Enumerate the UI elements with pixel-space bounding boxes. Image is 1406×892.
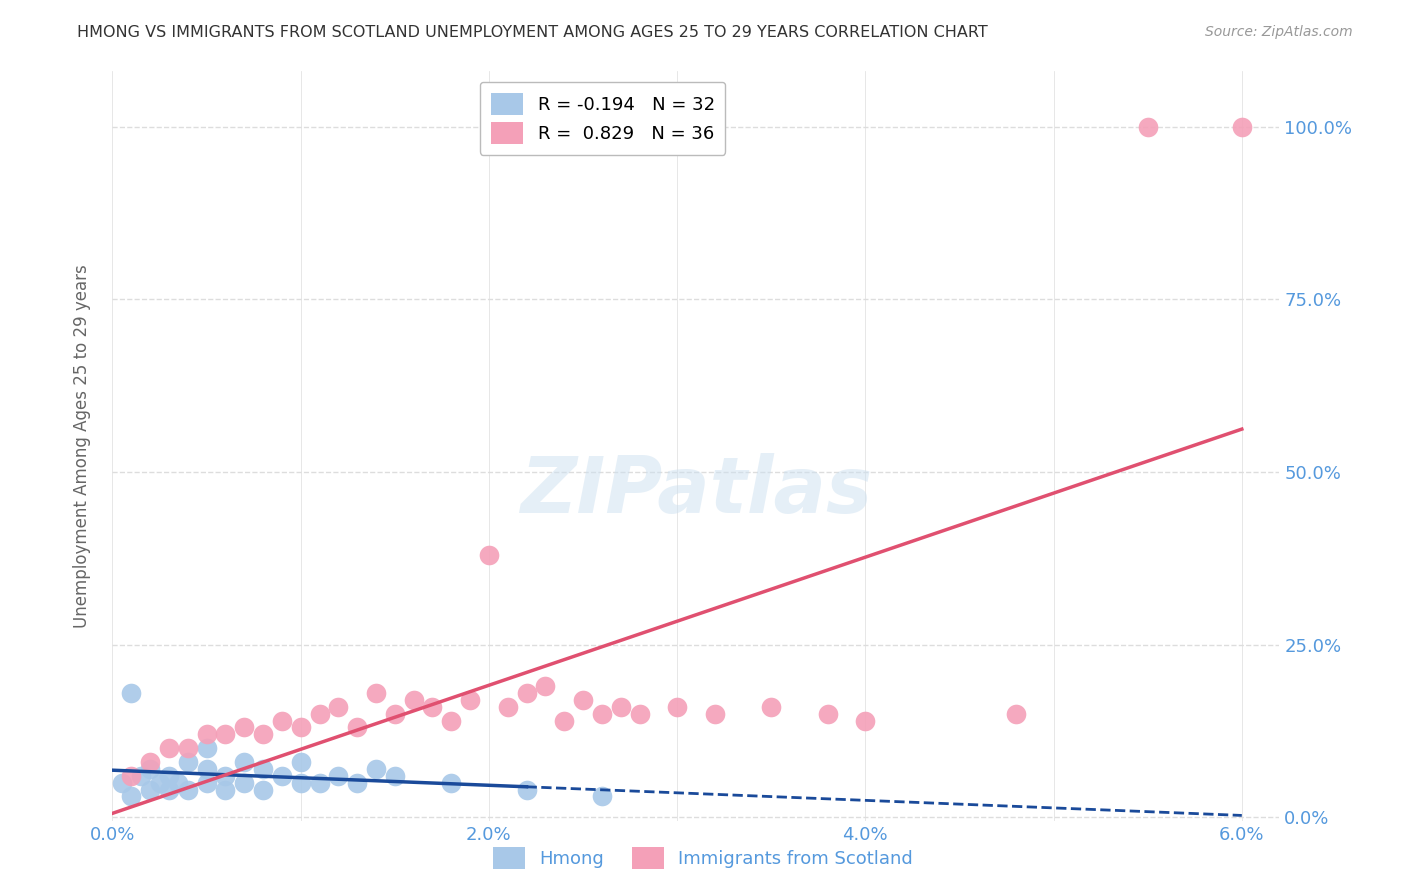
Point (478, 548, 501, 562)
Point (308, 775, 330, 789)
Point (1005, 706, 1028, 721)
Point (290, 755, 312, 769)
Point (167, 775, 190, 789)
Point (233, 720, 256, 734)
Point (458, 693, 481, 707)
Text: Source: ZipAtlas.com: Source: ZipAtlas.com (1205, 25, 1353, 39)
Point (111, 775, 134, 789)
Point (384, 769, 406, 783)
Point (591, 706, 613, 721)
Legend: R = -0.194   N = 32, R =  0.829   N = 36: R = -0.194 N = 32, R = 0.829 N = 36 (479, 82, 725, 155)
Point (761, 699, 783, 714)
Y-axis label: Unemployment Among Ages 25 to 29 years: Unemployment Among Ages 25 to 29 years (73, 264, 91, 628)
Point (591, 789, 613, 804)
Point (328, 769, 350, 783)
Point (148, 775, 170, 789)
Point (496, 699, 519, 714)
Point (364, 686, 387, 700)
Point (534, 679, 557, 693)
Point (402, 693, 425, 707)
Point (290, 775, 312, 789)
Point (233, 775, 256, 789)
Point (346, 720, 368, 734)
Point (195, 775, 218, 789)
Point (214, 727, 236, 741)
Point (516, 686, 538, 700)
Point (177, 782, 200, 797)
Point (440, 775, 463, 789)
Point (139, 762, 162, 776)
Point (252, 762, 274, 776)
Point (328, 699, 350, 714)
Point (516, 782, 538, 797)
Point (364, 762, 387, 776)
Point (628, 706, 651, 721)
Point (703, 706, 725, 721)
Point (233, 755, 256, 769)
Point (252, 727, 274, 741)
Point (290, 720, 312, 734)
Point (157, 782, 180, 797)
Point (139, 755, 162, 769)
Point (440, 714, 463, 728)
Point (157, 769, 180, 783)
Point (609, 699, 631, 714)
Point (129, 769, 152, 783)
Point (1230, 120, 1253, 134)
Point (384, 706, 406, 721)
Point (572, 693, 595, 707)
Point (177, 755, 200, 769)
Point (252, 782, 274, 797)
Point (308, 706, 330, 721)
Point (120, 789, 142, 804)
Point (195, 727, 218, 741)
Text: ZIPatlas: ZIPatlas (520, 453, 872, 529)
Point (177, 741, 200, 756)
Point (195, 741, 218, 756)
Text: HMONG VS IMMIGRANTS FROM SCOTLAND UNEMPLOYMENT AMONG AGES 25 TO 29 YEARS CORRELA: HMONG VS IMMIGRANTS FROM SCOTLAND UNEMPL… (77, 25, 988, 40)
Point (120, 686, 142, 700)
Point (666, 699, 689, 714)
Point (817, 706, 839, 721)
Point (270, 714, 292, 728)
Point (1136, 120, 1159, 134)
Point (214, 782, 236, 797)
Point (139, 782, 162, 797)
Point (214, 769, 236, 783)
Point (553, 714, 575, 728)
Point (195, 762, 218, 776)
Point (853, 714, 876, 728)
Legend: Hmong, Immigrants from Scotland: Hmong, Immigrants from Scotland (485, 839, 921, 876)
Point (270, 769, 292, 783)
Point (120, 769, 142, 783)
Point (422, 699, 444, 714)
Point (157, 741, 180, 756)
Point (346, 775, 368, 789)
